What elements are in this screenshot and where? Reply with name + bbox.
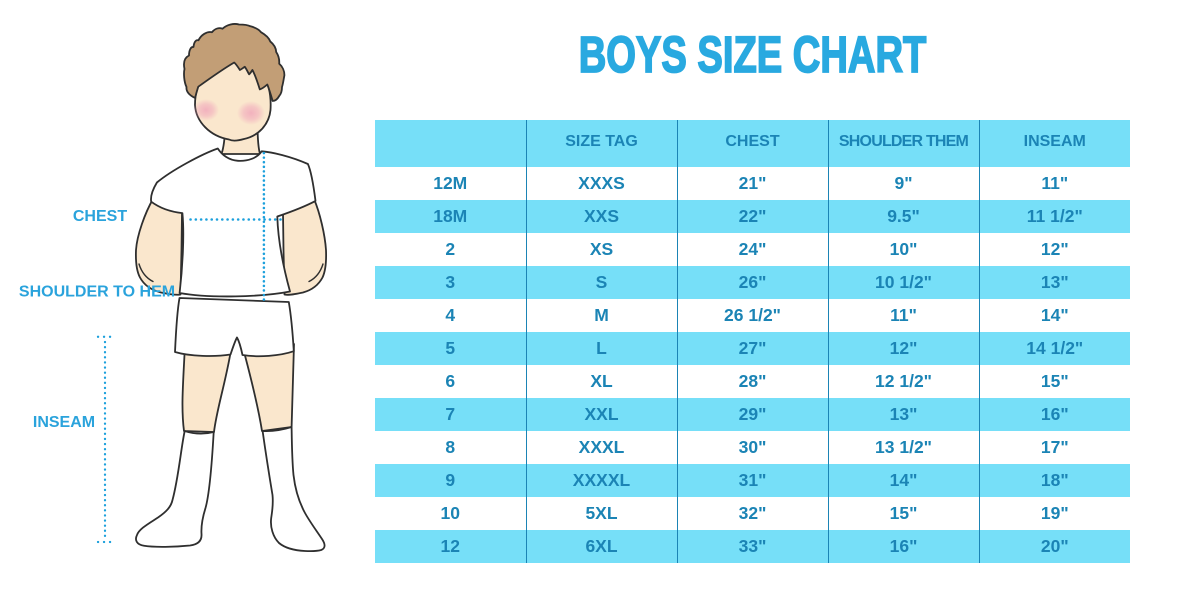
svg-text:SHOULDER TO HEM: SHOULDER TO HEM — [19, 284, 175, 301]
svg-text:CHEST: CHEST — [73, 208, 127, 225]
svg-text:INSEAM: INSEAM — [33, 414, 95, 431]
